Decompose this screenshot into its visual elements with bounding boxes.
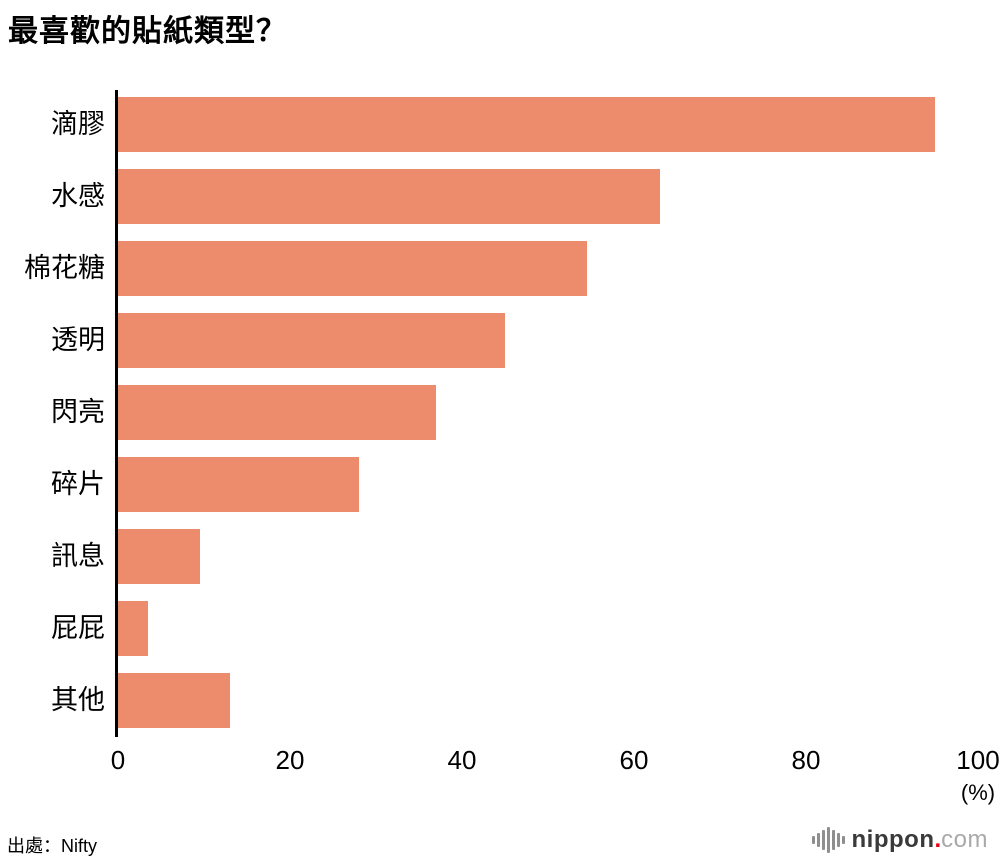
category-label: 透明 [51,325,105,355]
bar [118,169,660,224]
bar-track [118,673,978,728]
category-label: 碎片 [51,469,105,499]
logo-tld: com [941,826,988,853]
category-label: 其他 [51,685,105,715]
bar [118,601,149,656]
bar [118,313,505,368]
x-tick-label: 60 [619,745,649,775]
x-tick-label: 100 [956,745,1000,775]
chart-row: 棉花糖 [0,241,978,296]
nippon-soundwave-icon [812,827,845,853]
bar-track [118,97,978,152]
chart-row: 滴膠 [0,97,978,152]
chart-title: 最喜歡的貼紙類型？ [8,15,287,48]
bar-track [118,169,978,224]
bar-track [118,313,978,368]
category-label: 閃亮 [51,397,105,427]
nippon-com-logo: nippon . com [812,826,988,854]
bar-track [118,241,978,296]
chart-row: 其他 [0,673,978,728]
bar [118,457,359,512]
x-tick-label: 40 [447,745,477,775]
category-label: 棉花糖 [24,253,105,283]
bar [118,241,587,296]
category-label: 滴膠 [51,109,105,139]
bar-track [118,385,978,440]
bar [118,673,230,728]
chart-row: 水感 [0,169,978,224]
bar-track [118,529,978,584]
logo-brand-name: nippon [851,826,935,853]
chart-row: 屁屁 [0,601,978,656]
bar-track [118,457,978,512]
bar-track [118,601,978,656]
chart-row: 訊息 [0,529,978,584]
category-label: 屁屁 [51,613,105,643]
nippon-logo-text: nippon . com [852,826,988,854]
bar [118,97,935,152]
x-tick-label: 80 [791,745,821,775]
bar [118,529,200,584]
x-tick-label: 0 [110,745,126,775]
x-axis: (%) 0 20 40 60 80 100 [111,745,1000,815]
y-axis-line [115,90,118,737]
bar-chart: 滴膠水感棉花糖透明閃亮碎片訊息屁屁其他 [0,97,978,728]
x-axis-unit-label: (%) [960,780,996,805]
category-label: 訊息 [51,541,105,571]
x-tick-label: 20 [275,745,305,775]
category-label: 水感 [51,181,105,211]
source-credit: 出處：Nifty [7,836,97,856]
chart-row: 碎片 [0,457,978,512]
logo-red-dot: . [934,826,942,853]
chart-row: 閃亮 [0,385,978,440]
bar [118,385,437,440]
chart-row: 透明 [0,313,978,368]
